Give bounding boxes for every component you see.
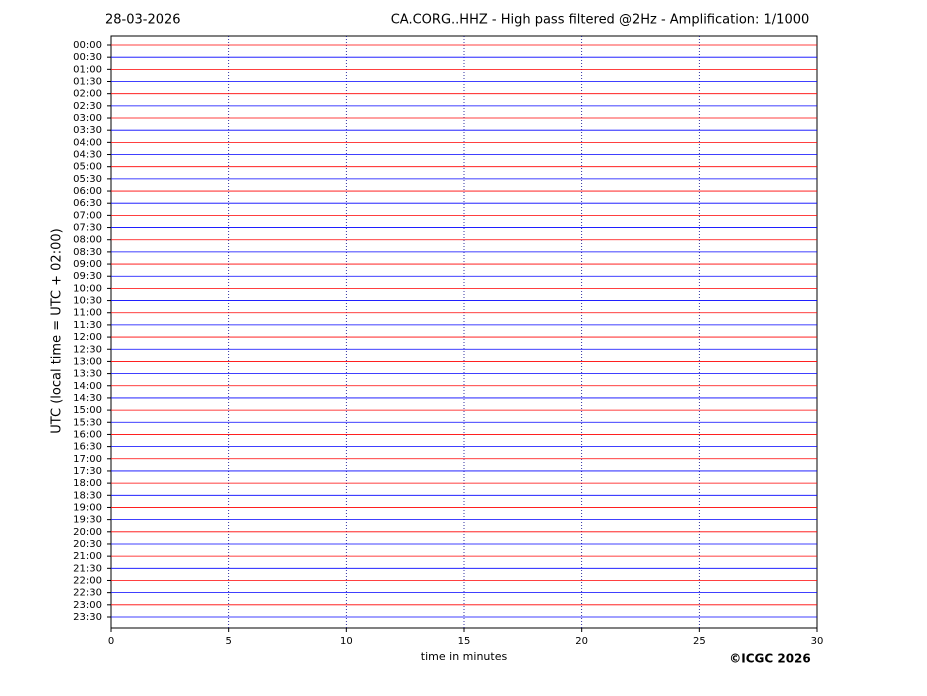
y-tick-label: 11:00: [73, 308, 102, 319]
y-tick-label: 07:30: [73, 223, 102, 234]
y-tick-label: 11:30: [73, 320, 102, 331]
y-tick-label: 13:00: [73, 356, 102, 367]
x-tick-label: 25: [693, 636, 706, 647]
y-tick-label: 15:00: [73, 405, 102, 416]
y-tick-label: 01:30: [73, 77, 102, 88]
y-tick-label: 00:30: [73, 52, 102, 63]
y-tick-label: 15:30: [73, 417, 102, 428]
y-tick-label: 17:30: [73, 466, 102, 477]
y-tick-label: 02:30: [73, 101, 102, 112]
y-tick-label: 04:30: [73, 150, 102, 161]
y-tick-label: 22:00: [73, 575, 102, 586]
y-tick-label: 03:30: [73, 125, 102, 136]
y-tick-label: 12:30: [73, 344, 102, 355]
y-tick-label: 19:00: [73, 502, 102, 513]
y-tick-label: 18:30: [73, 490, 102, 501]
y-tick-label: 18:00: [73, 478, 102, 489]
x-tick-label: 5: [225, 636, 231, 647]
y-tick-label: 13:30: [73, 369, 102, 380]
y-tick-label: 10:30: [73, 296, 102, 307]
y-tick-label: 12:00: [73, 332, 102, 343]
y-tick-label: 21:00: [73, 551, 102, 562]
y-tick-label: 05:30: [73, 174, 102, 185]
y-tick-label: 09:30: [73, 271, 102, 282]
y-tick-label: 03:00: [73, 113, 102, 124]
x-tick-label: 20: [575, 636, 588, 647]
y-tick-label: 07:00: [73, 210, 102, 221]
y-tick-label: 16:00: [73, 429, 102, 440]
y-tick-label: 05:00: [73, 162, 102, 173]
y-tick-label: 01:00: [73, 64, 102, 75]
y-tick-label: 09:00: [73, 259, 102, 270]
chart-title: CA.CORG..HHZ - High pass filtered @2Hz -…: [391, 13, 810, 28]
y-tick-label: 20:00: [73, 527, 102, 538]
x-tick-label: 30: [811, 636, 824, 647]
copyright: ©ICGC 2026: [729, 652, 811, 666]
y-tick-label: 14:30: [73, 393, 102, 404]
y-tick-label: 14:00: [73, 381, 102, 392]
y-tick-label: 21:30: [73, 563, 102, 574]
y-tick-label: 06:30: [73, 198, 102, 209]
y-tick-label: 23:00: [73, 600, 102, 611]
y-tick-label: 10:00: [73, 283, 102, 294]
y-tick-label: 17:00: [73, 454, 102, 465]
y-tick-label: 06:00: [73, 186, 102, 197]
date: 28-03-2026: [105, 13, 181, 28]
y-tick-label: 19:30: [73, 515, 102, 526]
x-axis-label: time in minutes: [421, 650, 508, 663]
x-tick-label: 10: [340, 636, 353, 647]
y-tick-label: 08:30: [73, 247, 102, 258]
y-tick-label: 02:00: [73, 89, 102, 100]
y-tick-label: 04:00: [73, 137, 102, 148]
y-tick-label: 23:30: [73, 612, 102, 623]
x-tick-label: 0: [108, 636, 114, 647]
x-tick-label: 15: [458, 636, 471, 647]
y-axis-label: UTC (local time = UTC + 02:00): [50, 228, 65, 433]
y-tick-label: 00:00: [73, 40, 102, 51]
y-tick-label: 20:30: [73, 539, 102, 550]
y-tick-label: 22:30: [73, 588, 102, 599]
y-tick-label: 16:30: [73, 442, 102, 453]
y-tick-label: 08:00: [73, 235, 102, 246]
